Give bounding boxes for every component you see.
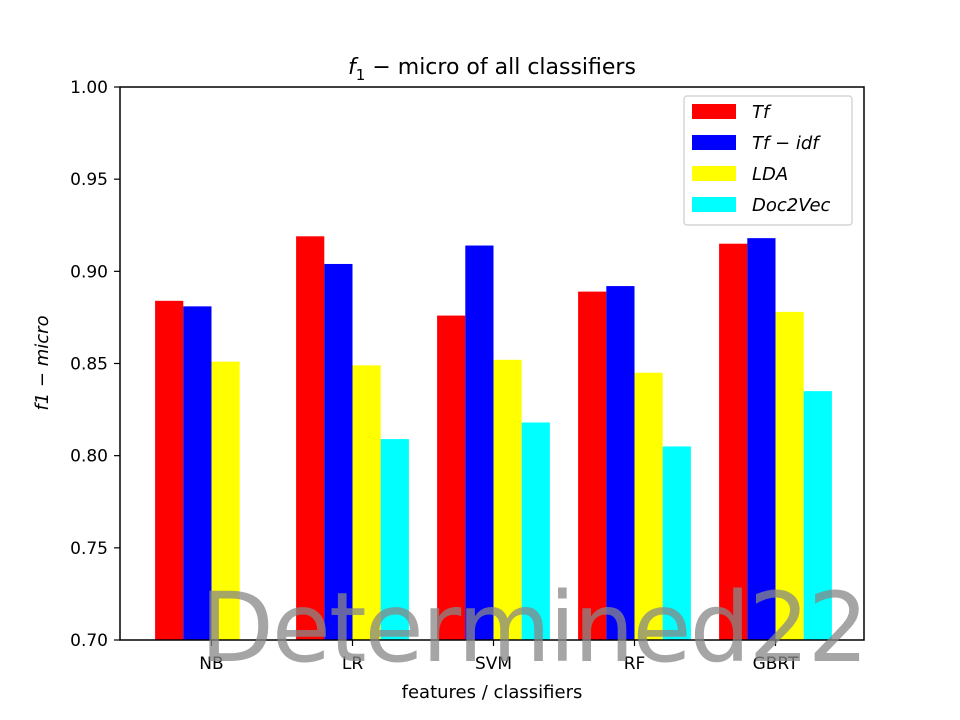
legend-swatch: [692, 197, 736, 212]
bar-svm-3: [521, 422, 550, 640]
y-axis: 0.70 0.75 0.80 0.85 0.90 0.95 1.00: [70, 78, 120, 651]
bar-rf-2: [634, 372, 663, 640]
plot-frame: [119, 86, 865, 641]
y-tick-label: 1.00: [70, 78, 108, 98]
legend-swatch: [692, 104, 736, 119]
y-axis-label: f1 − micro: [32, 315, 53, 410]
bar-lr-1: [324, 263, 353, 640]
bar-nb-1: [183, 306, 212, 640]
legend-swatch: [692, 166, 736, 181]
y-tick-label: 0.80: [70, 447, 108, 467]
y-tick-label: 0.90: [70, 262, 108, 282]
x-axis: NB LR SVM RF GBRT: [199, 640, 799, 674]
y-tick-label: 0.85: [70, 355, 108, 375]
bar-svm-0: [437, 315, 466, 640]
bar-gbrt-0: [719, 243, 748, 640]
bar-svm-1: [465, 245, 494, 640]
legend-label: Tf − idf: [752, 133, 821, 154]
bar-rf-0: [578, 291, 607, 640]
legend-swatch: [692, 135, 736, 150]
bars-group: [155, 236, 832, 641]
title-subscript: 1: [356, 66, 366, 84]
y-tick-label: 0.75: [70, 539, 108, 559]
bar-nb-0: [155, 300, 184, 640]
bar-gbrt-2: [775, 311, 804, 640]
x-tick-label: RF: [624, 654, 646, 674]
legend-label: Doc2Vec: [752, 195, 831, 216]
x-axis-label: features / classifiers: [402, 682, 583, 703]
bar-rf-1: [606, 286, 635, 640]
bar-lr-2: [352, 365, 381, 640]
bar-nb-2: [211, 361, 240, 640]
bar-lr-3: [380, 439, 409, 640]
legend-label: Tf: [752, 102, 772, 123]
title-f: f: [348, 55, 359, 80]
legend: Tf Tf − idf LDA Doc2Vec: [683, 95, 853, 226]
bar-gbrt-1: [747, 238, 776, 641]
y-tick-label: 0.70: [70, 631, 108, 651]
x-tick-label: GBRT: [753, 654, 799, 674]
title-rest: − micro of all classifiers: [365, 55, 636, 80]
bar-svm-2: [493, 359, 522, 640]
legend-label: LDA: [752, 164, 788, 185]
bar-lr-0: [296, 236, 325, 640]
chart-title: f1 − micro of all classifiers: [348, 55, 636, 84]
x-tick-label: LR: [342, 654, 363, 674]
x-tick-label: NB: [199, 654, 223, 674]
bar-rf-3: [662, 446, 691, 640]
bar-gbrt-3: [803, 391, 832, 640]
y-tick-label: 0.95: [70, 170, 108, 190]
legend-frame: [683, 95, 853, 226]
x-tick-label: SVM: [475, 654, 512, 674]
